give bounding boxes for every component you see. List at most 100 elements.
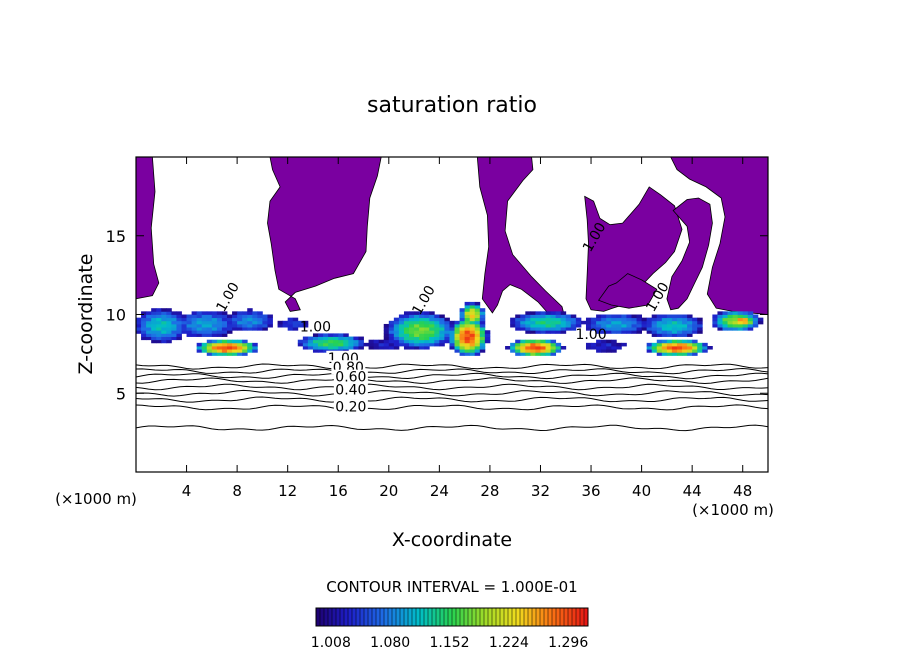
cloud-cell [186,333,193,337]
cloud-cell [535,311,541,315]
cloud-cell [211,349,218,353]
cloud-cell [540,349,546,353]
cloud-cell [606,323,612,328]
cloud-cell [161,314,167,319]
cloud-cell [146,317,152,322]
cloud-cell [530,346,536,350]
cloud-cell [656,317,663,322]
cloud-cell [383,342,390,347]
cloud-cell [287,323,294,328]
cloud-cell [191,314,198,319]
x-tick-label: 4 [182,482,192,500]
cloud-cell [464,336,471,341]
cloud-cell [206,342,213,347]
cloud-cell [742,320,749,325]
cloud-cell [732,320,739,325]
cloud-cell [282,323,289,328]
cloud-cell [318,333,324,337]
cloud-cell [267,314,273,319]
cloud-cell [601,314,607,319]
cloud-cell [429,339,435,344]
cloud-cell [484,330,491,334]
cloud-cell [434,342,440,347]
cloud-cell [419,346,425,350]
cloud-cell [161,330,167,334]
cloud-cell [211,352,218,356]
cloud-cell [449,342,455,347]
cloud-cell [297,320,304,325]
cloud-cell [242,342,248,347]
cloud-cell [242,327,248,331]
cloud-cell [191,311,198,315]
supersaturated-region [476,156,566,317]
cloud-cell [302,342,309,347]
cloud-cell [156,314,162,319]
cloud-cell [535,323,541,328]
cloud-cell [651,330,658,334]
cloud-cell [227,317,233,322]
cloud-cell [318,342,324,347]
cloud-cell [419,311,425,315]
cloud-cell [732,323,739,328]
cloud-cell [616,317,622,322]
cloud-cell [307,342,314,347]
cloud-cell [216,339,223,344]
cloud-cell [611,342,617,347]
cloud-cell [257,314,263,319]
cloud-cell [216,323,223,328]
cloud-cell [141,311,147,315]
cloud-cell [515,342,521,347]
colorbar-segment [400,608,404,626]
cloud-cell [449,330,455,334]
cloud-cell [651,327,658,331]
cloud-cell [585,346,592,350]
cloud-cell [687,320,693,325]
cloud-cell [333,339,339,344]
cloud-cell [151,339,157,344]
contour-line [135,389,769,397]
cloud-cell [651,342,658,347]
cloud-cell [146,320,152,325]
cloud-cell [651,323,658,328]
cloud-cell [661,342,668,347]
cloud-cell [474,342,481,347]
cloud-cell [454,327,460,331]
cloud-cell [671,330,678,334]
contour-line [135,367,769,375]
colorbar-segment [440,608,444,626]
cloud-cell [409,327,415,331]
colorbar-segment [580,608,584,626]
y-axis-label: Z-coordinate [75,254,97,375]
cloud-cell [737,327,744,331]
cloud-cell [636,317,642,322]
cloud-band [136,301,764,356]
cloud-cell [575,317,582,322]
cloud-cell [333,342,339,347]
cloud-cell [156,330,162,334]
cloud-cell [692,342,698,347]
cloud-cell [221,349,228,353]
cloud-cell [388,333,395,337]
cloud-cell [682,339,688,344]
cloud-cell [211,327,218,331]
cloud-cell [312,346,319,350]
colorbar-segment [456,608,460,626]
cloud-cell [368,346,375,350]
cloud-cell [525,314,531,319]
cloud-cell [232,314,238,319]
cloud-cell [398,336,405,341]
cloud-cell [262,314,268,319]
colorbar-segment [444,608,448,626]
cloud-cell [171,320,177,325]
cloud-cell [520,349,526,353]
cloud-cell [429,320,435,325]
cloud-cell [626,317,632,322]
cloud-cell [651,349,658,353]
cloud-cell [540,317,546,322]
colorbar-label: 1.224 [489,635,529,651]
cloud-cell [606,314,612,319]
colorbar-segment [428,608,432,626]
cloud-cell [606,346,612,350]
cloud-cell [616,323,622,328]
colorbar-segment [332,608,336,626]
